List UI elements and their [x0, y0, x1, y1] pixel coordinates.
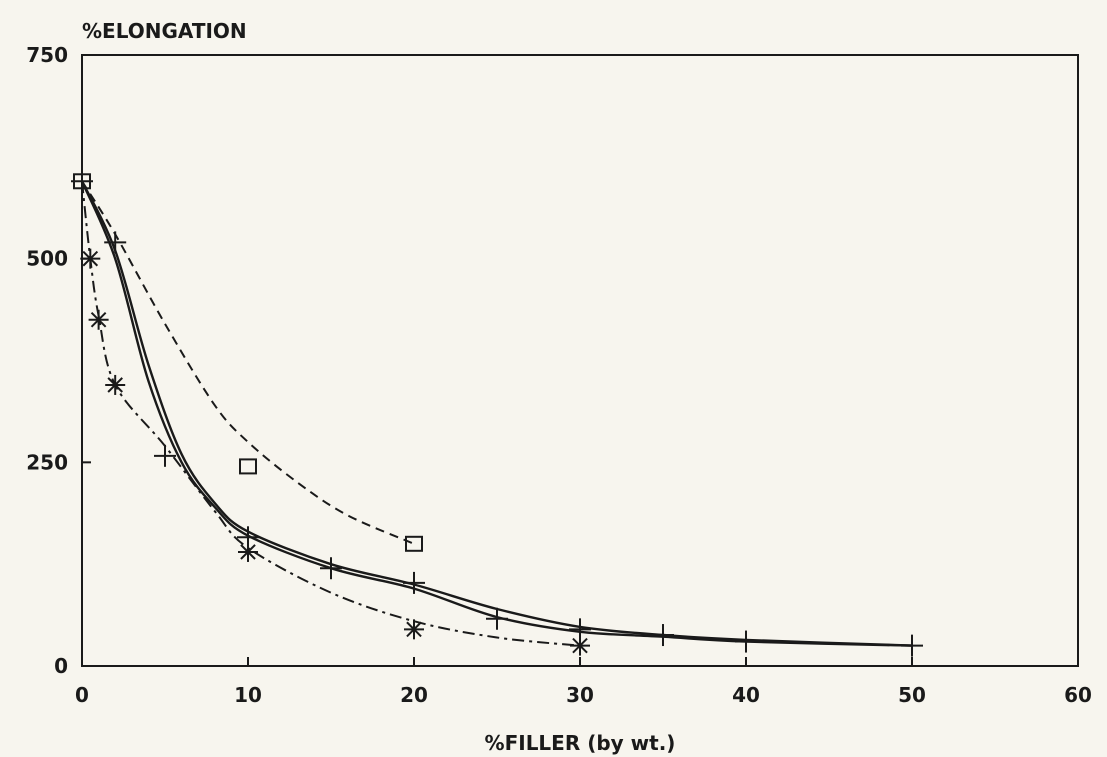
axis-ticks: 0 10 20 30 40 50 60 0 250 500 750 — [26, 43, 1092, 707]
y-tick-label: 500 — [26, 247, 68, 271]
x-axis-label: %FILLER (by wt.) — [485, 731, 676, 755]
y-axis-label: %ELONGATION — [82, 19, 247, 43]
series-2-point — [104, 231, 127, 254]
series-2-point — [652, 624, 674, 647]
y-tick-label: 250 — [26, 450, 68, 474]
series-1-point — [239, 458, 257, 475]
series-4-point — [238, 541, 258, 562]
y-tick-label: 0 — [54, 654, 68, 678]
x-tick-label: 50 — [898, 683, 926, 707]
series-2-line — [80, 180, 913, 647]
series-2-point — [71, 170, 93, 193]
series-4-line — [81, 181, 581, 647]
series-2-point — [901, 634, 923, 657]
series-1-point — [405, 535, 423, 552]
x-tick-label: 0 — [75, 683, 89, 707]
series-4-point — [88, 309, 109, 330]
series-4-point — [80, 248, 101, 269]
series-4-point — [404, 619, 424, 640]
series-2-point — [735, 630, 757, 653]
series-2-point — [486, 607, 508, 630]
series-curves — [80, 180, 913, 647]
x-tick-label: 60 — [1064, 683, 1092, 707]
series-4-point — [105, 374, 126, 395]
series-2-point — [403, 571, 425, 594]
series-2-point — [154, 444, 176, 467]
series-3-line — [80, 180, 913, 647]
y-tick-label: 750 — [26, 43, 68, 67]
x-tick-label: 40 — [732, 683, 760, 707]
series-2-point — [320, 557, 342, 580]
series-4-point — [570, 635, 590, 656]
plot-frame — [81, 54, 1079, 667]
x-tick-label: 30 — [566, 683, 594, 707]
series-1-line — [81, 180, 415, 545]
x-tick-label: 20 — [400, 683, 428, 707]
x-tick-label: 10 — [234, 683, 262, 707]
series-markers — [71, 170, 923, 657]
